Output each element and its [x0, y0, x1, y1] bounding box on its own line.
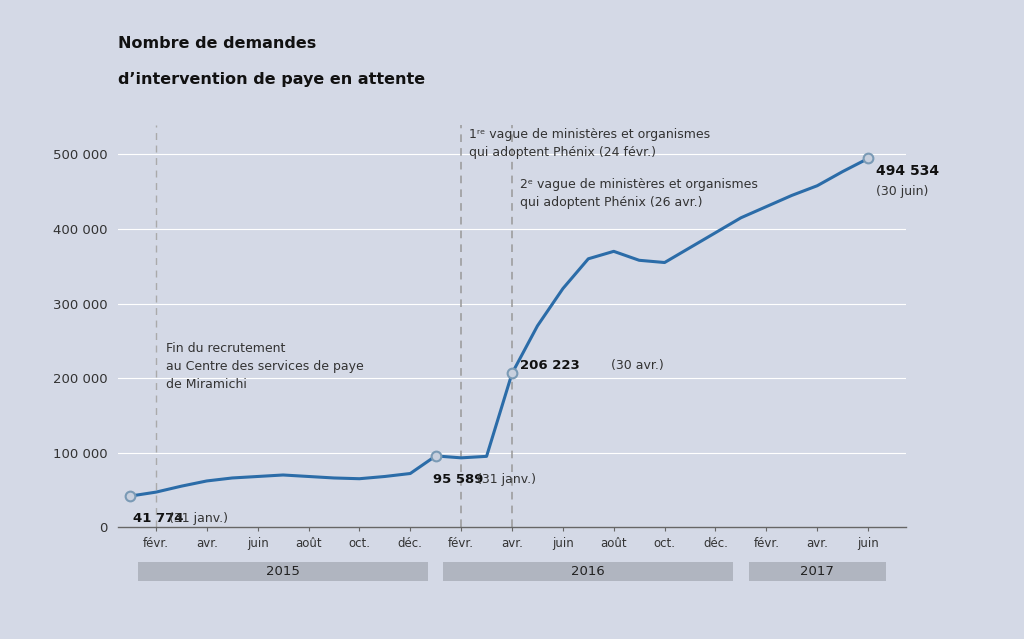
Text: (31 janv.): (31 janv.) — [433, 473, 537, 486]
Text: (31 janv.): (31 janv.) — [133, 512, 228, 525]
Text: 41 774: 41 774 — [133, 512, 183, 525]
Text: 2016: 2016 — [571, 566, 605, 578]
Text: 2017: 2017 — [801, 566, 835, 578]
Text: d’intervention de paye en attente: d’intervention de paye en attente — [118, 72, 425, 88]
Text: Fin du recrutement
au Centre des services de paye
de Miramichi: Fin du recrutement au Centre des service… — [166, 343, 364, 391]
Text: Nombre de demandes: Nombre de demandes — [118, 36, 316, 51]
Text: 2ᵉ vague de ministères et organismes
qui adoptent Phénix (26 avr.): 2ᵉ vague de ministères et organismes qui… — [519, 178, 758, 210]
Text: (30 avr.): (30 avr.) — [611, 359, 664, 372]
Text: 494 534: 494 534 — [876, 164, 939, 178]
Text: 1ʳᵉ vague de ministères et organismes
qui adoptent Phénix (24 févr.): 1ʳᵉ vague de ministères et organismes qu… — [469, 128, 710, 159]
Text: 206 223: 206 223 — [519, 359, 580, 372]
Text: (30 juin): (30 juin) — [876, 185, 928, 198]
Text: 95 589: 95 589 — [433, 473, 483, 486]
Text: 2015: 2015 — [266, 566, 300, 578]
